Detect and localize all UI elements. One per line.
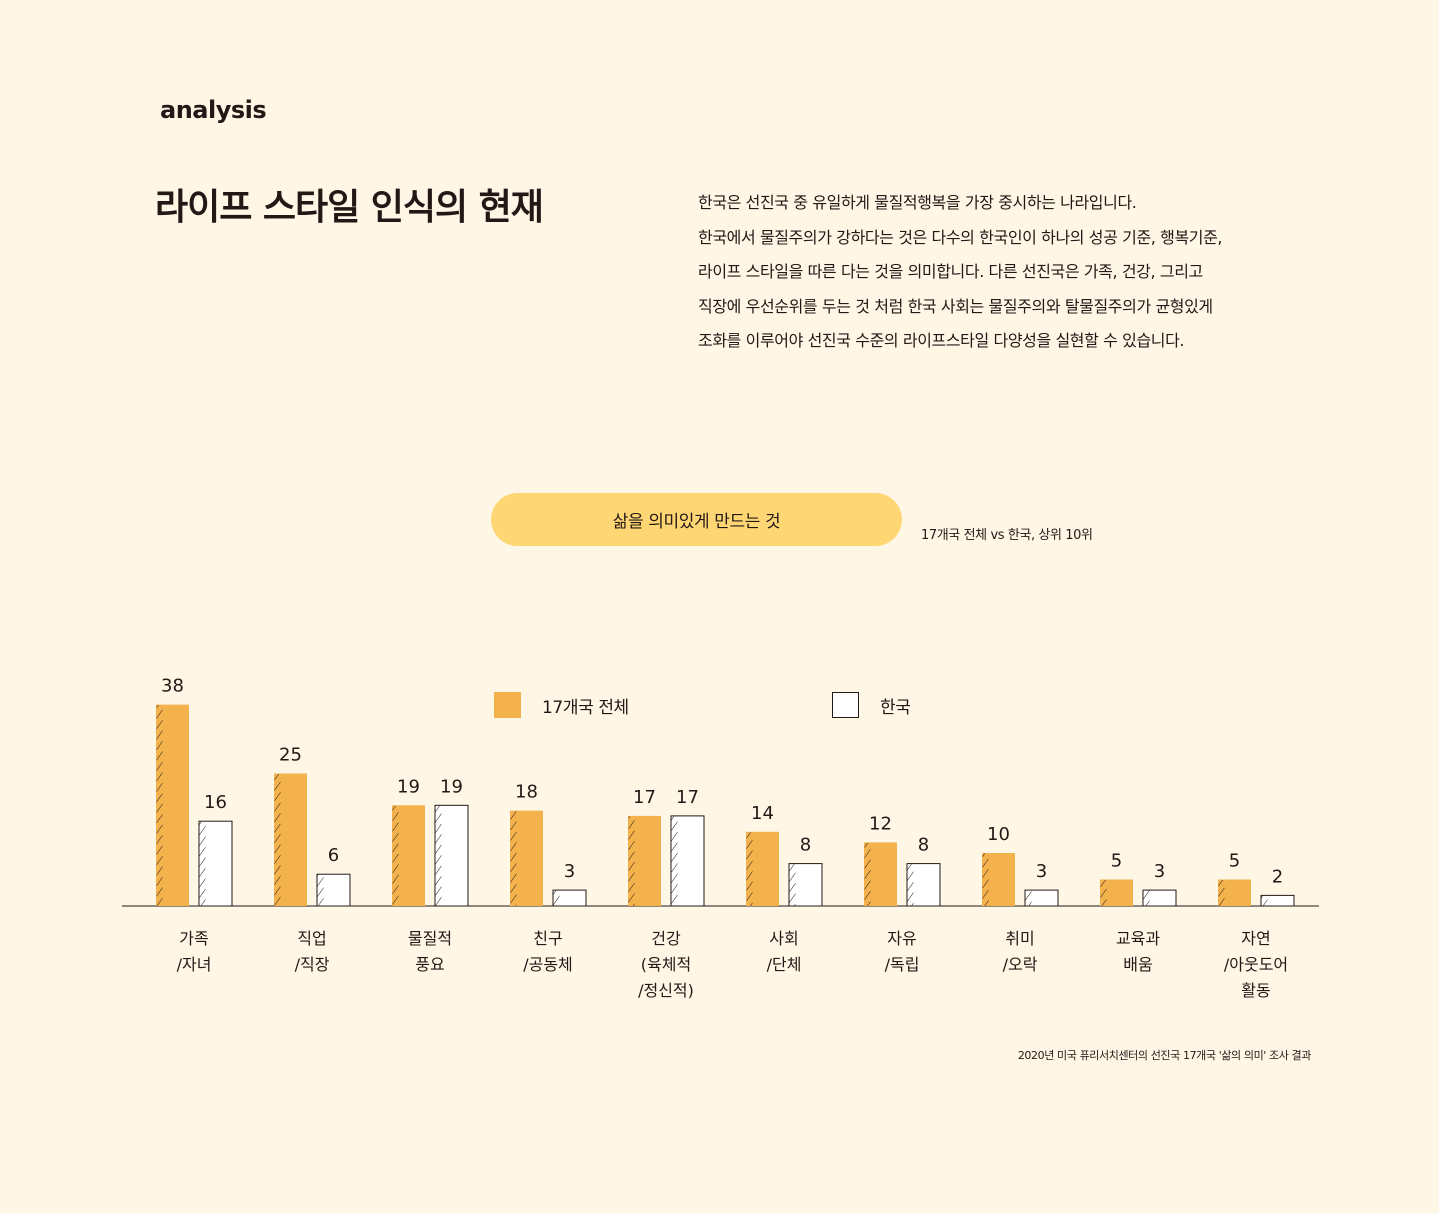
chart-title-pill: 삶을 의미있게 만드는 것 (491, 493, 902, 546)
bar-hatch (553, 890, 560, 906)
category-label: 자유 (887, 929, 916, 948)
category-label: 물질적 (408, 929, 452, 948)
category-label: /오락 (1003, 955, 1038, 974)
category-label: 친구 (533, 929, 562, 948)
intro-paragraph: 한국은 선진국 중 유일하게 물질적행복을 가장 중시하는 나라입니다. 한국에… (698, 186, 1318, 359)
category-label: 직업 (297, 929, 326, 948)
section-label: analysis (160, 96, 267, 124)
bar-hatch (907, 864, 914, 906)
category-label: 가족 (179, 929, 208, 948)
data-label-overall: 38 (161, 676, 184, 697)
bar-hatch (1218, 880, 1225, 906)
data-label-overall: 14 (751, 803, 774, 824)
bar-hatch (628, 816, 635, 906)
bar-korea (552, 889, 587, 907)
legend-swatch-korea (832, 692, 859, 718)
data-label-overall: 12 (869, 813, 892, 834)
bar-korea (1260, 894, 1295, 907)
source-note: 2020년 미국 퓨리서치센터의 선진국 17개국 '삶의 의미' 조사 결과 (1017, 1049, 1312, 1062)
data-label-korea: 3 (1036, 861, 1047, 882)
category-label: /직장 (295, 955, 330, 974)
data-label-overall: 5 (1111, 851, 1122, 872)
bar-hatch (199, 821, 206, 906)
intro-line: 한국은 선진국 중 유일하게 물질적행복을 가장 중시하는 나라입니다. (698, 193, 1137, 212)
data-label-overall: 25 (279, 745, 302, 766)
category-label: 건강 (651, 929, 681, 948)
data-label-korea: 16 (204, 792, 227, 813)
data-label-korea: 3 (564, 861, 575, 882)
intro-line: 조화를 이루어야 선진국 수준의 라이프스타일 다양성을 실현할 수 있습니다. (698, 331, 1185, 350)
category-label: /독립 (885, 955, 920, 974)
bar-hatch (317, 874, 324, 906)
bar-hatch (1143, 890, 1150, 906)
bar-hatch (864, 842, 871, 906)
bar-korea (1024, 889, 1059, 907)
data-label-overall: 19 (397, 776, 420, 797)
category-label: /아웃도어 (1224, 955, 1288, 974)
bar-hatch (435, 805, 442, 906)
data-label-korea: 2 (1272, 866, 1283, 887)
chart-title: 삶을 의미있게 만드는 것 (612, 512, 781, 532)
category-label: 교육과 (1116, 929, 1160, 948)
data-label-korea: 17 (676, 787, 699, 808)
category-label: /공동체 (523, 955, 573, 974)
bar-hatch (746, 832, 753, 906)
legend-label-overall: 17개국 전체 (542, 697, 629, 718)
bar-hatch (1261, 895, 1268, 906)
bar-hatch (1025, 890, 1032, 906)
category-label: 활동 (1241, 981, 1270, 1000)
data-label-korea: 3 (1154, 861, 1165, 882)
data-label-overall: 5 (1229, 851, 1240, 872)
bar-hatch (789, 864, 796, 906)
category-label: (육체적 (641, 955, 691, 974)
category-label: 사회 (769, 929, 798, 948)
bar-hatch (671, 816, 678, 906)
bar-hatch (982, 853, 989, 906)
bar-hatch (1100, 880, 1107, 906)
legend-item-korea: 한국 (832, 692, 911, 718)
data-label-korea: 6 (328, 845, 339, 866)
intro-line: 한국에서 물질주의가 강하다는 것은 다수의 한국인이 하나의 성공 기준, 행… (698, 227, 1223, 247)
category-label: 자연 (1241, 929, 1270, 948)
bar-hatch (392, 805, 399, 906)
data-label-korea: 19 (440, 776, 463, 797)
data-label-overall: 18 (515, 782, 538, 803)
data-label-korea: 8 (918, 835, 929, 856)
category-label: /단체 (767, 955, 802, 974)
legend-swatch-overall (494, 692, 521, 718)
data-label-overall: 10 (987, 824, 1010, 845)
data-label-overall: 17 (633, 787, 656, 808)
data-label-korea: 8 (800, 835, 811, 856)
bar-korea (1142, 889, 1177, 907)
bar-hatch (156, 705, 163, 906)
category-label: /자녀 (177, 955, 212, 974)
intro-line: 라이프 스타일을 따른 다는 것을 의미합니다. 다른 선진국은 가족, 건강,… (698, 262, 1203, 281)
page-title: 라이프 스타일 인식의 현재 (155, 187, 544, 228)
chart-note: 17개국 전체 vs 한국, 상위 10위 (921, 528, 1093, 543)
category-label: 배움 (1123, 955, 1152, 974)
category-label: /정신적) (638, 981, 694, 1000)
category-label: 취미 (1005, 929, 1034, 948)
category-label: 풍요 (415, 955, 444, 974)
bar-hatch (274, 774, 281, 906)
legend-label-korea: 한국 (880, 697, 911, 718)
bar-hatch (510, 811, 517, 906)
intro-line: 직장에 우선순위를 두는 것 처럼 한국 사회는 물질주의와 탈물질주의가 균형… (698, 296, 1213, 316)
legend-item-overall: 17개국 전체 (494, 692, 629, 718)
